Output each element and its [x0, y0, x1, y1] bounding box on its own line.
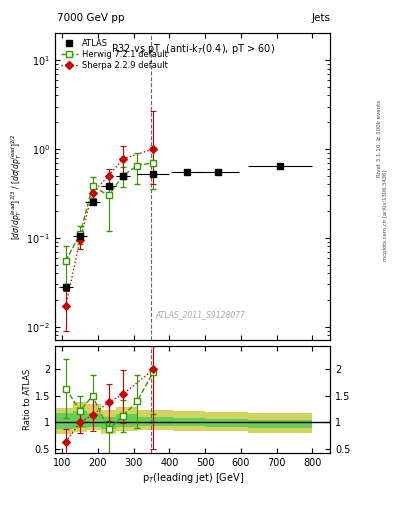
Text: Jets: Jets	[311, 13, 330, 23]
Herwig 7.2.1 default	[121, 173, 125, 179]
Herwig 7.2.1 default	[90, 183, 95, 189]
X-axis label: p$_T$(leading jet) [GeV]: p$_T$(leading jet) [GeV]	[141, 471, 244, 485]
Sherpa 2.2.9 default	[63, 303, 68, 309]
Herwig 7.2.1 default	[63, 258, 68, 264]
Herwig 7.2.1 default	[135, 162, 140, 168]
Sherpa 2.2.9 default	[106, 173, 111, 179]
Text: R32 vs pT  (anti-k$_T$(0.4), pT > 60): R32 vs pT (anti-k$_T$(0.4), pT > 60)	[110, 42, 275, 56]
Herwig 7.2.1 default	[78, 231, 83, 237]
Sherpa 2.2.9 default	[90, 190, 95, 196]
Text: Rivet 3.1.10, ≥ 100k events: Rivet 3.1.10, ≥ 100k events	[377, 100, 382, 177]
Text: ATLAS_2011_S9128077: ATLAS_2011_S9128077	[156, 310, 246, 319]
Sherpa 2.2.9 default	[121, 156, 125, 162]
Y-axis label: Ratio to ATLAS: Ratio to ATLAS	[23, 369, 32, 430]
Sherpa 2.2.9 default	[78, 237, 83, 243]
Y-axis label: $[d\sigma/dp_T^{lead}]^{2/3}$ / $[d\sigma/dp_T^{lead}]^{2/2}$: $[d\sigma/dp_T^{lead}]^{2/3}$ / $[d\sigm…	[9, 134, 24, 240]
Sherpa 2.2.9 default	[151, 146, 156, 152]
Herwig 7.2.1 default	[106, 193, 111, 199]
Herwig 7.2.1 default	[151, 160, 156, 166]
Text: mcplots.cern.ch [arXiv:1306.3436]: mcplots.cern.ch [arXiv:1306.3436]	[383, 169, 387, 261]
Legend: ATLAS, Herwig 7.2.1 default, Sherpa 2.2.9 default: ATLAS, Herwig 7.2.1 default, Sherpa 2.2.…	[59, 37, 169, 72]
Line: Sherpa 2.2.9 default: Sherpa 2.2.9 default	[66, 149, 153, 306]
Text: 7000 GeV pp: 7000 GeV pp	[57, 13, 125, 23]
Line: Herwig 7.2.1 default: Herwig 7.2.1 default	[66, 163, 153, 261]
